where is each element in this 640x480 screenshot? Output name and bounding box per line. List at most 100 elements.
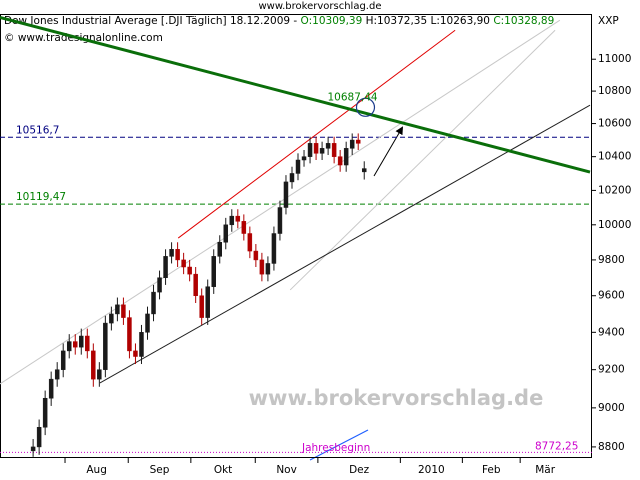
- candle-body: [271, 233, 277, 264]
- trendline: [0, 15, 591, 174]
- candle-body: [349, 139, 355, 149]
- candle-body: [301, 156, 307, 161]
- candle-body: [253, 250, 259, 261]
- x-tick-label: 2010: [418, 464, 445, 476]
- trendline: [289, 29, 556, 291]
- candle-body: [91, 350, 96, 380]
- candle-body: [361, 168, 367, 173]
- symbol: XXP: [598, 15, 619, 27]
- candle-body: [163, 256, 168, 278]
- y-tick-label: 8800: [598, 441, 625, 453]
- plot: [0, 15, 592, 457]
- candle-body: [127, 317, 132, 352]
- source-url: www.brokervorschlag.de: [259, 1, 382, 12]
- title-name: Dow Jones Industrial Average [.DJI Tägli…: [4, 15, 301, 27]
- candle-body: [181, 259, 186, 268]
- candle-body: [313, 143, 319, 154]
- candle-body: [355, 139, 361, 144]
- candle-body: [79, 335, 84, 348]
- candle-body: [187, 266, 192, 275]
- candle-body: [337, 156, 343, 166]
- y-tick-label: 9400: [598, 326, 625, 338]
- title-open: O:10309,39: [301, 15, 363, 27]
- candle-body: [277, 207, 283, 234]
- y-tick-label: 9200: [598, 364, 625, 376]
- y-tick-label: 10400: [598, 151, 631, 163]
- candle-body: [247, 233, 253, 252]
- candle-body: [133, 350, 138, 357]
- x-tick-label: Sep: [150, 464, 170, 476]
- candle-body: [229, 215, 235, 226]
- level-label: 8772,25: [535, 440, 578, 452]
- candle-body: [193, 273, 198, 296]
- candle-body: [30, 446, 36, 452]
- title-close: C:10328,89: [493, 15, 554, 27]
- candle-body: [103, 322, 108, 370]
- candle-body: [235, 215, 241, 222]
- title-high-low: H:10372,35 L:10263,90: [362, 15, 493, 27]
- candle-body: [115, 304, 120, 315]
- candle-body: [205, 286, 210, 318]
- candle-body: [139, 332, 144, 357]
- y-tick-label: 10800: [598, 85, 631, 97]
- candle-body: [211, 256, 216, 287]
- x-tick-label: Feb: [482, 464, 501, 476]
- candle-body: [169, 249, 174, 257]
- candle-body: [325, 143, 331, 149]
- candle-body: [157, 277, 162, 293]
- candle-body: [66, 341, 72, 352]
- x-tick-label: Mär: [535, 464, 555, 476]
- x-tick-label: Aug: [86, 464, 107, 476]
- candle-body: [331, 143, 337, 157]
- y-tick-label: 9600: [598, 290, 625, 302]
- candle-body: [259, 259, 265, 275]
- candle-body: [145, 313, 150, 333]
- candle-body: [217, 242, 222, 257]
- candle-body: [223, 224, 229, 243]
- axes: 8800 9000 9200 9400 9600 9800 10000 10200 10400 1…: [64, 53, 631, 476]
- trendline: [177, 29, 456, 239]
- year-start-label: Jahresbeginn: [301, 442, 370, 454]
- y-tick-label: 11000: [598, 53, 631, 65]
- candle-body: [121, 304, 126, 318]
- candle-body: [42, 397, 48, 428]
- level-label: 10516,7: [16, 124, 59, 136]
- candle-body: [265, 263, 271, 275]
- candle-body: [289, 173, 295, 183]
- y-tick-label: 10600: [598, 118, 631, 130]
- candle-body: [307, 143, 313, 157]
- candle-body: [60, 350, 66, 370]
- level-label: 10119,47: [16, 191, 66, 203]
- candle-body: [199, 295, 204, 318]
- x-tick-label: Dez: [349, 464, 370, 476]
- candle-body: [283, 181, 289, 208]
- candle-body: [343, 148, 349, 166]
- crossing-label: 10687,44: [327, 91, 377, 103]
- y-tick-label: 9800: [598, 254, 625, 266]
- candle-body: [241, 221, 247, 234]
- candle-body: [295, 159, 301, 174]
- candle-body: [97, 369, 102, 380]
- candle-body: [85, 335, 90, 352]
- candle-body: [109, 313, 114, 324]
- plot-frame: [0, 14, 592, 458]
- crossing-circle: [355, 97, 376, 117]
- y-tick-label: 10000: [598, 219, 631, 231]
- y-tick-label: 10200: [598, 184, 631, 196]
- year-start-stroke: [309, 429, 369, 461]
- watermark: www.brokervorschlag.de: [249, 386, 544, 410]
- chart-title: Dow Jones Industrial Average [.DJI Tägli…: [4, 15, 554, 27]
- candle-body: [175, 249, 180, 261]
- candle-body: [54, 369, 60, 380]
- annotation-arrow: [373, 126, 404, 177]
- y-tick-label: 9000: [598, 402, 625, 414]
- candle-body: [48, 378, 54, 399]
- candle-body: [73, 341, 78, 348]
- x-tick-label: Okt: [214, 464, 232, 476]
- candle-body: [151, 291, 156, 315]
- candle-body: [319, 148, 325, 154]
- x-tick-label: Nov: [276, 464, 297, 476]
- candle-body: [36, 427, 42, 448]
